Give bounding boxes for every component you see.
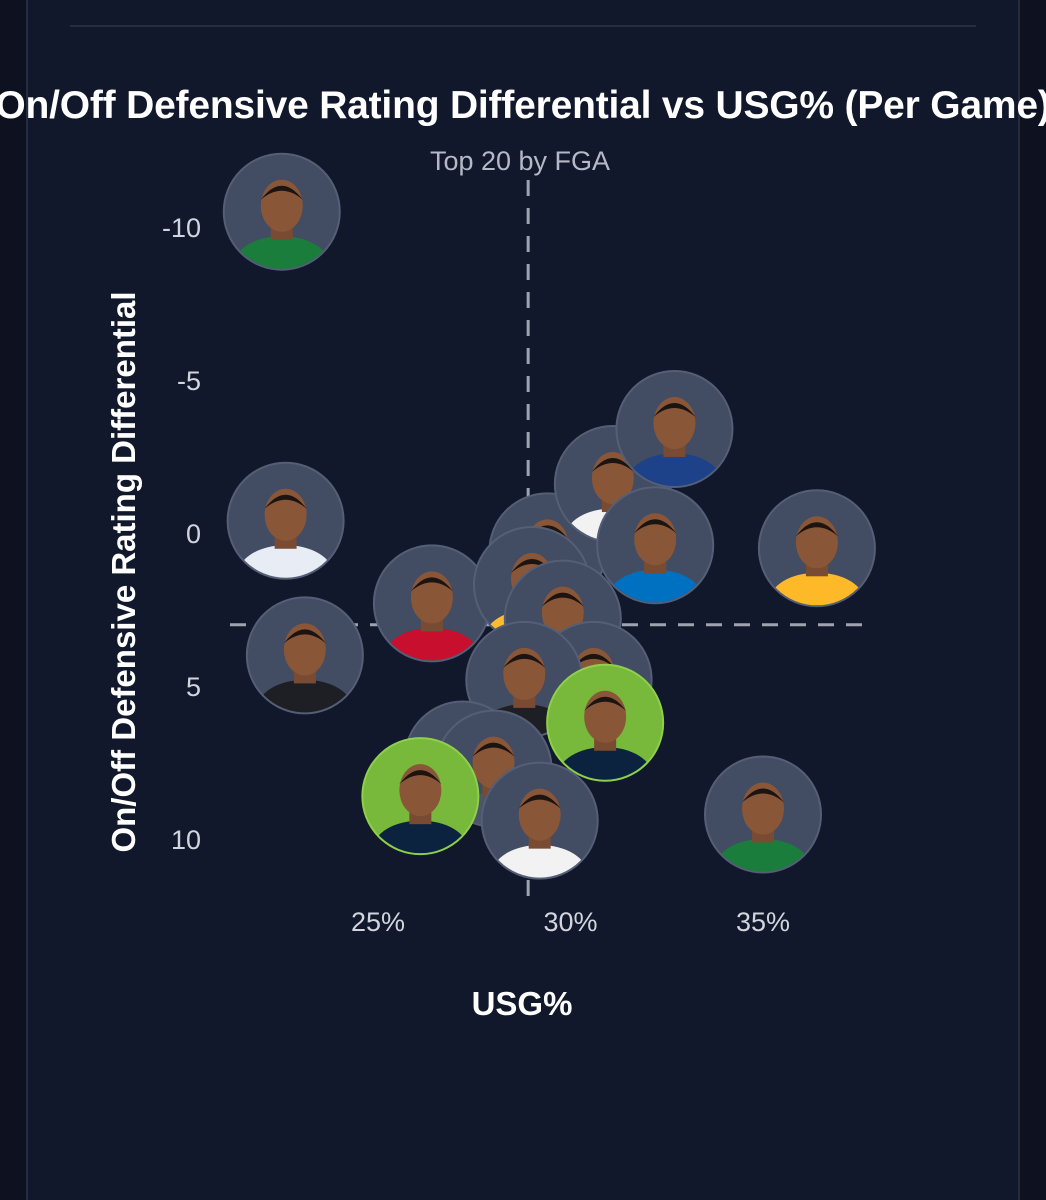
player-point[interactable] <box>222 152 341 294</box>
jersey-shape <box>234 236 330 269</box>
y-tick-label: -5 <box>177 366 201 396</box>
chart-subtitle: Top 20 by FGA <box>429 146 611 176</box>
jersey-shape <box>557 747 653 780</box>
player-markers <box>222 152 876 903</box>
player-point[interactable] <box>615 369 734 511</box>
player-point[interactable] <box>596 486 715 627</box>
player-point[interactable] <box>757 489 876 630</box>
player-point[interactable] <box>372 544 491 685</box>
jersey-shape <box>238 545 334 578</box>
jersey-shape <box>257 679 353 713</box>
jersey-shape <box>372 820 468 854</box>
top-divider <box>70 25 976 27</box>
player-point[interactable] <box>480 761 599 903</box>
jersey-shape <box>769 572 865 606</box>
y-axis-ticks: -10 -5 0 5 10 <box>162 213 201 855</box>
player-point[interactable] <box>546 663 665 805</box>
player-point[interactable] <box>245 596 364 737</box>
jersey-shape <box>626 453 723 486</box>
x-axis-title: USG% <box>472 985 573 1022</box>
player-point[interactable] <box>226 461 345 603</box>
jersey-shape <box>715 838 811 872</box>
x-tick-label: 35% <box>736 907 790 937</box>
right-edge <box>1018 0 1046 1200</box>
left-edge <box>0 0 28 1200</box>
x-axis-ticks: 25% 30% 35% <box>351 907 790 937</box>
y-tick-label: 0 <box>186 519 201 549</box>
x-tick-label: 25% <box>351 907 405 937</box>
y-tick-label: 10 <box>171 825 201 855</box>
jersey-shape <box>492 845 588 878</box>
jersey-shape <box>607 569 703 603</box>
x-tick-label: 30% <box>543 907 597 937</box>
jersey-shape <box>384 627 480 661</box>
player-point[interactable] <box>704 755 822 897</box>
chart-title: On/Off Defensive Rating Differential vs … <box>0 84 1046 127</box>
y-tick-label: 5 <box>186 672 201 702</box>
y-tick-label: -10 <box>162 213 201 243</box>
player-point[interactable] <box>361 737 480 878</box>
y-axis-title: On/Off Defensive Rating Differential <box>105 291 142 852</box>
